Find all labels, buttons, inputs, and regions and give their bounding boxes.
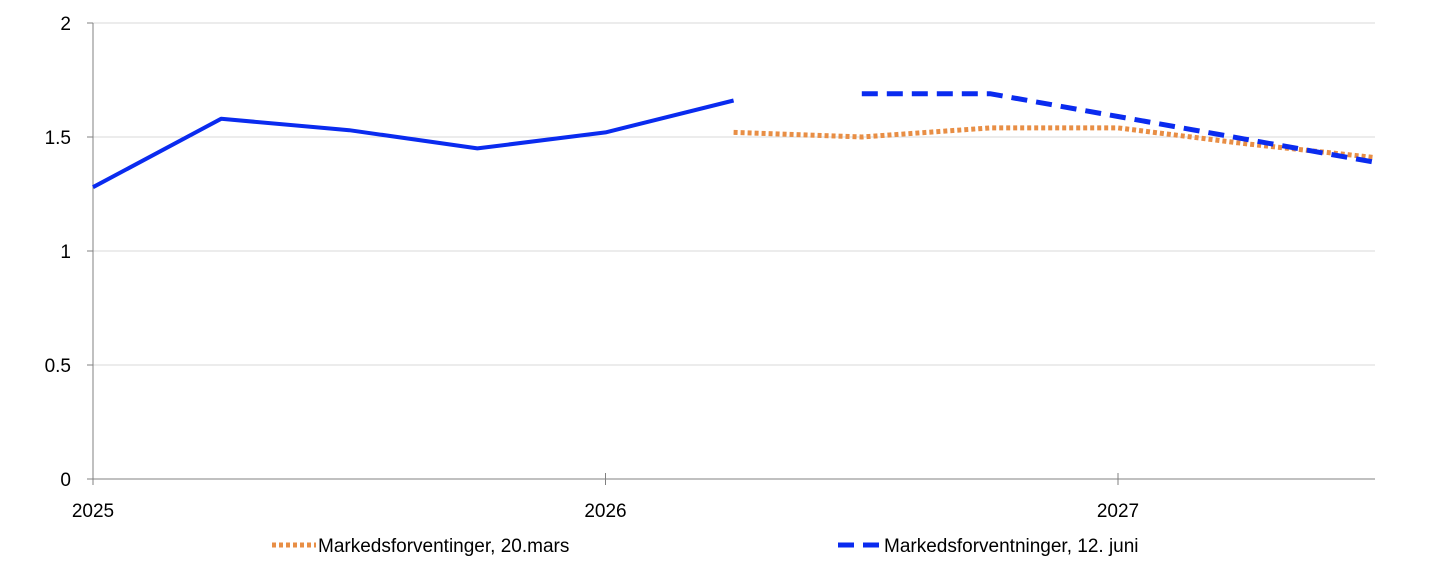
axes: [87, 22, 1375, 485]
y-tick-label: 2: [60, 14, 71, 35]
y-tick-label: 1.5: [45, 128, 71, 149]
x-tick-label: 2026: [584, 501, 626, 522]
series-lines: [92, 91, 1375, 189]
y-tick-label: 1: [60, 242, 71, 263]
y-tick-label: 0: [60, 470, 71, 491]
legend-item-mar20: Markedsforventinger, 20.mars: [272, 536, 569, 557]
legend: Markedsforventinger, 20.mars Markedsforv…: [272, 536, 1139, 557]
y-tick-label: 0.5: [45, 356, 71, 377]
x-tick-label: 2025: [72, 501, 114, 522]
gridlines: [93, 22, 1375, 366]
legend-label-jun12: Markedsforventninger, 12. juni: [884, 536, 1139, 557]
x-tick-label: 2027: [1097, 501, 1139, 522]
series-line-actual: [92, 98, 735, 189]
tick-labels: 0 0.5 1 1.5 2 2025 2026 2027: [45, 14, 1140, 522]
series-line-jun12: [861, 91, 1375, 165]
legend-item-jun12: Markedsforventninger, 12. juni: [838, 536, 1139, 557]
series-line-mar20: [733, 125, 1375, 160]
legend-label-mar20: Markedsforventinger, 20.mars: [318, 536, 569, 557]
